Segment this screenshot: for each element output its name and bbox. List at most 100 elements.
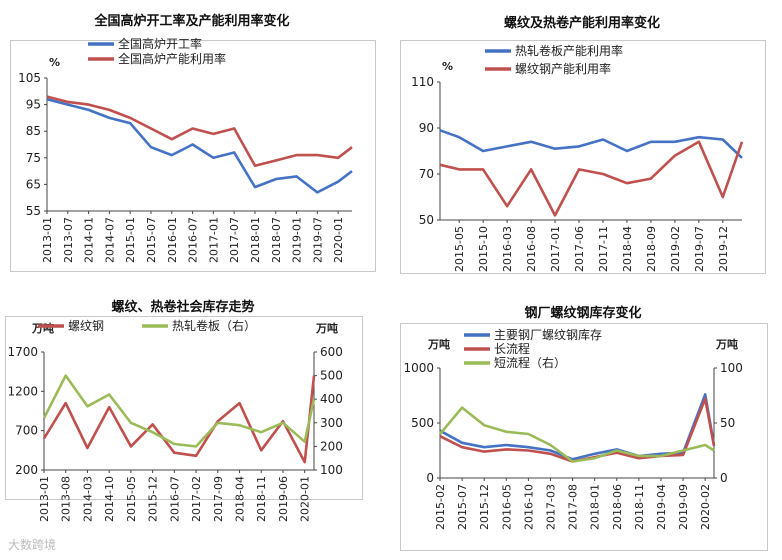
x-tick-label: 2019-07 [693,226,706,272]
chart-title: 钢厂螺纹钢库存变化 [524,306,642,321]
y-tick-label: 75 [26,151,41,165]
watermark: 大数跨境 [8,538,57,552]
y-tick-label-right: 300 [320,416,343,430]
x-tick-label: 2019-12 [717,226,730,272]
x-tick-label: 2016-01 [166,217,179,263]
chart-title: 螺纹、热卷社会库存走势 [111,300,255,315]
y-unit-right-label: 万吨 [715,337,738,351]
x-tick-label: 2015-12 [147,476,160,522]
x-tick-label: 2020-01 [299,476,312,522]
x-tick-label: 2018-11 [633,484,646,530]
series-line [439,140,744,217]
x-tick-label: 2018-07 [270,217,283,263]
x-tick-label: 2013-07 [62,217,75,263]
x-tick-label: 2016-08 [525,226,538,272]
x-tick-label: 2013-08 [60,476,73,522]
x-tick-label: 2020-02 [699,484,712,530]
y-tick-label: 1700 [7,345,38,359]
y-tick-label: 95 [26,98,41,112]
x-tick-label: 2019-06 [277,476,290,522]
chart-panel-mill-inventory [400,323,768,551]
y-unit-label: % [49,56,60,69]
x-tick-label: 2017-01 [207,217,220,263]
series-line [42,374,316,448]
legend-label: 全国高炉开工率 [118,36,202,51]
x-tick-label: 2018-09 [645,226,658,272]
x-tick-label: 2016-05 [500,484,513,530]
y-unit-right-label: 万吨 [315,321,338,335]
x-tick-label: 2018-04 [234,476,247,522]
y-tick-label: 200 [15,463,38,477]
y-tick-label: 55 [26,204,41,218]
x-tick-label: 2013-01 [38,476,51,522]
series-line [46,98,353,194]
x-tick-label: 2017-01 [549,226,562,272]
x-tick-label: 2015-05 [125,476,138,522]
x-tick-label: 2017-06 [573,226,586,272]
y-tick-label: 105 [18,71,41,85]
chart-panel-social-inventory [5,316,363,500]
x-tick-label: 2019-02 [669,226,682,272]
y-tick-label-right: 50 [720,416,735,430]
x-tick-label: 2013-01 [41,217,54,263]
series-line [439,393,716,461]
chart-title: 全国高炉开工率及产能利用率变化 [94,14,290,29]
y-tick-label-right: 100 [720,361,743,375]
x-tick-label: 2015-05 [453,226,466,272]
y-tick-label: 1000 [403,361,434,375]
x-tick-label: 2016-10 [522,484,535,530]
x-tick-label: 2020-01 [332,217,345,263]
y-tick-label: 500 [411,416,434,430]
y-unit-left-label: 万吨 [427,337,450,351]
legend-label: 主要钢厂螺纹钢库存 [494,327,602,342]
x-tick-label: 2015-02 [434,484,447,530]
x-tick-label: 2018-11 [255,476,268,522]
x-tick-label: 2019-09 [677,484,690,530]
series-line [439,129,743,159]
chart-title: 螺纹及热卷产能利用率变化 [503,16,660,31]
y-tick-label: 700 [15,424,38,438]
y-tick-label: 70 [419,167,434,181]
y-tick-label-right: 500 [320,369,343,383]
y-tick-label-right: 0 [720,471,728,485]
series-line [46,95,353,168]
x-tick-label: 2016-07 [187,217,200,263]
x-tick-label: 2017-08 [567,484,580,530]
y-tick-label-right: 600 [320,345,343,359]
legend-label: 热轧卷板产能利用率 [515,43,623,58]
x-tick-label: 2015-12 [478,484,491,530]
y-unit-label: % [442,60,453,73]
x-tick-label: 2014-01 [83,217,96,263]
series-line [42,375,316,464]
y-tick-label: 1200 [7,384,38,398]
x-tick-label: 2017-09 [212,476,225,522]
x-tick-label: 2017-11 [597,226,610,272]
legend-label: 短流程（右） [494,355,566,370]
x-tick-label: 2018-06 [611,484,624,530]
x-tick-label: 2017-02 [190,476,203,522]
y-tick-label-right: 200 [320,439,343,453]
series-line [439,406,715,463]
y-tick-label: 50 [419,213,434,227]
x-tick-label: 2017-07 [228,217,241,263]
x-tick-label: 2018-01 [589,484,602,530]
x-tick-label: 2015-01 [124,217,137,263]
x-tick-label: 2018-01 [249,217,262,263]
x-tick-label: 2015-10 [477,226,490,272]
y-tick-label: 85 [26,124,41,138]
y-tick-label: 110 [411,75,434,89]
x-tick-label: 2016-07 [168,476,181,522]
x-tick-label: 2018-04 [621,226,634,272]
legend-label: 长流程 [494,341,530,356]
legend-label: 全国高炉产能利用率 [118,51,226,66]
x-tick-label: 2014-03 [81,476,94,522]
legend-label: 螺纹钢产能利用率 [515,61,611,76]
y-tick-label: 90 [419,121,434,135]
y-tick-label: 0 [426,471,434,485]
x-tick-label: 2019-07 [311,217,324,263]
x-tick-label: 2015-07 [456,484,469,530]
x-tick-label: 2014-10 [103,476,116,522]
